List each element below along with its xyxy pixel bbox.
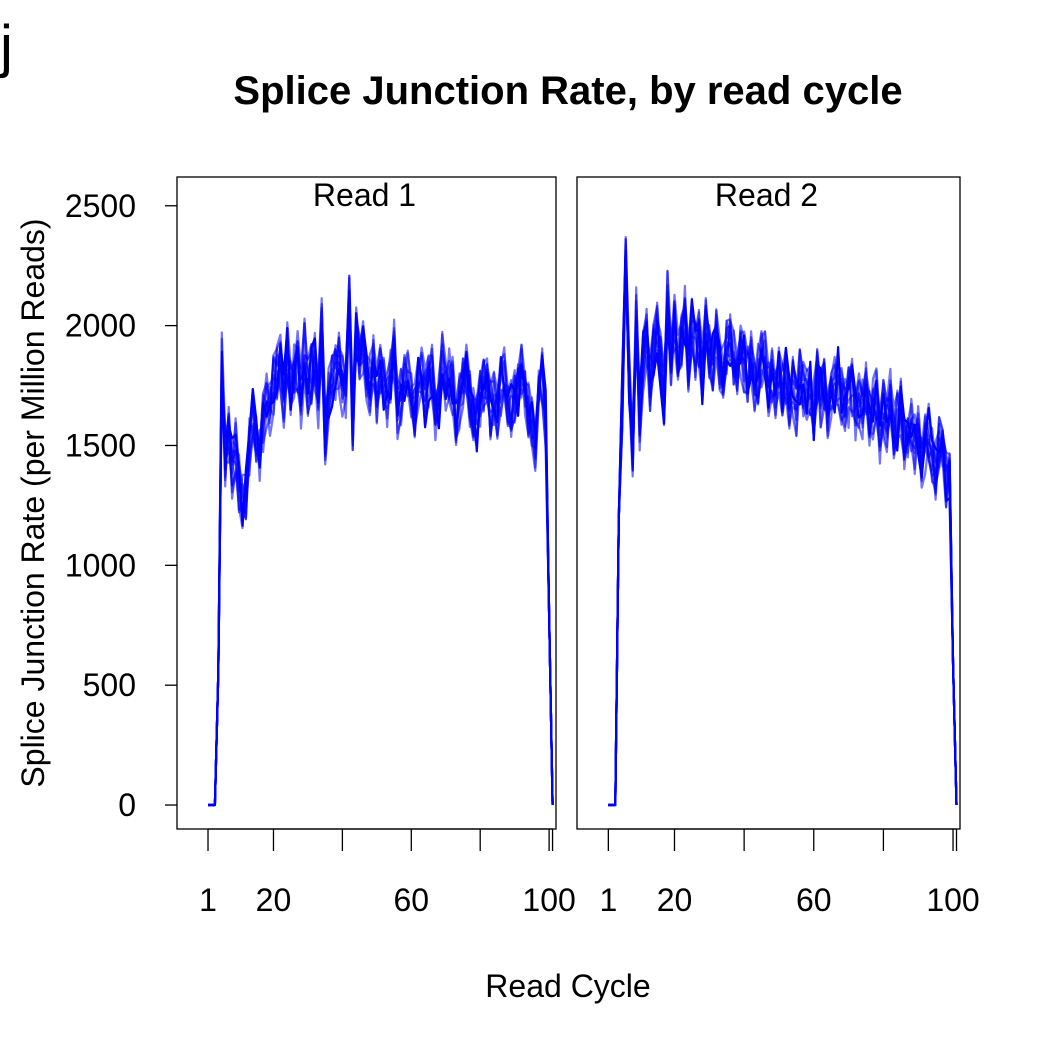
chart-title: Splice Junction Rate, by read cycle bbox=[233, 69, 902, 113]
y-tick-label: 2000 bbox=[65, 308, 136, 344]
panels: Read 1 1 20 60 100 Read 2 1 20 60 100 bbox=[176, 176, 980, 918]
x-axis-label: Read Cycle bbox=[485, 968, 650, 1004]
x-tick-label: 20 bbox=[256, 882, 292, 918]
x-tick-label: 100 bbox=[522, 882, 575, 918]
x-tick-label: 20 bbox=[657, 882, 693, 918]
y-tick-label: 1500 bbox=[65, 427, 136, 463]
y-tick-label: 2500 bbox=[65, 188, 136, 224]
figure-letter: j bbox=[0, 14, 13, 79]
x-tick-label: 1 bbox=[199, 882, 217, 918]
panel-2: Read 2 1 20 60 100 bbox=[576, 176, 980, 918]
panel-label: Read 2 bbox=[715, 177, 818, 213]
series-line bbox=[608, 238, 958, 807]
y-tick-label: 1000 bbox=[65, 547, 136, 583]
x-tick-label: 60 bbox=[796, 882, 832, 918]
x-tick-label: 60 bbox=[393, 882, 429, 918]
y-axis-label: Splice Junction Rate (per Million Reads) bbox=[15, 218, 51, 787]
panel-frame bbox=[176, 176, 557, 830]
panel-frame bbox=[576, 176, 961, 830]
y-axis: 0 500 1000 1500 2000 2500 bbox=[65, 188, 177, 823]
series-line bbox=[608, 235, 958, 807]
panel-1: Read 1 1 20 60 100 bbox=[176, 176, 576, 918]
series-line bbox=[608, 238, 958, 807]
x-tick-label: 1 bbox=[599, 882, 617, 918]
series-line bbox=[208, 292, 554, 807]
series-line bbox=[608, 250, 958, 807]
panel-label: Read 1 bbox=[313, 177, 416, 213]
y-tick-label: 500 bbox=[83, 667, 136, 703]
series-line bbox=[608, 252, 958, 807]
y-tick-label: 0 bbox=[118, 787, 136, 823]
x-tick-label: 100 bbox=[926, 882, 979, 918]
